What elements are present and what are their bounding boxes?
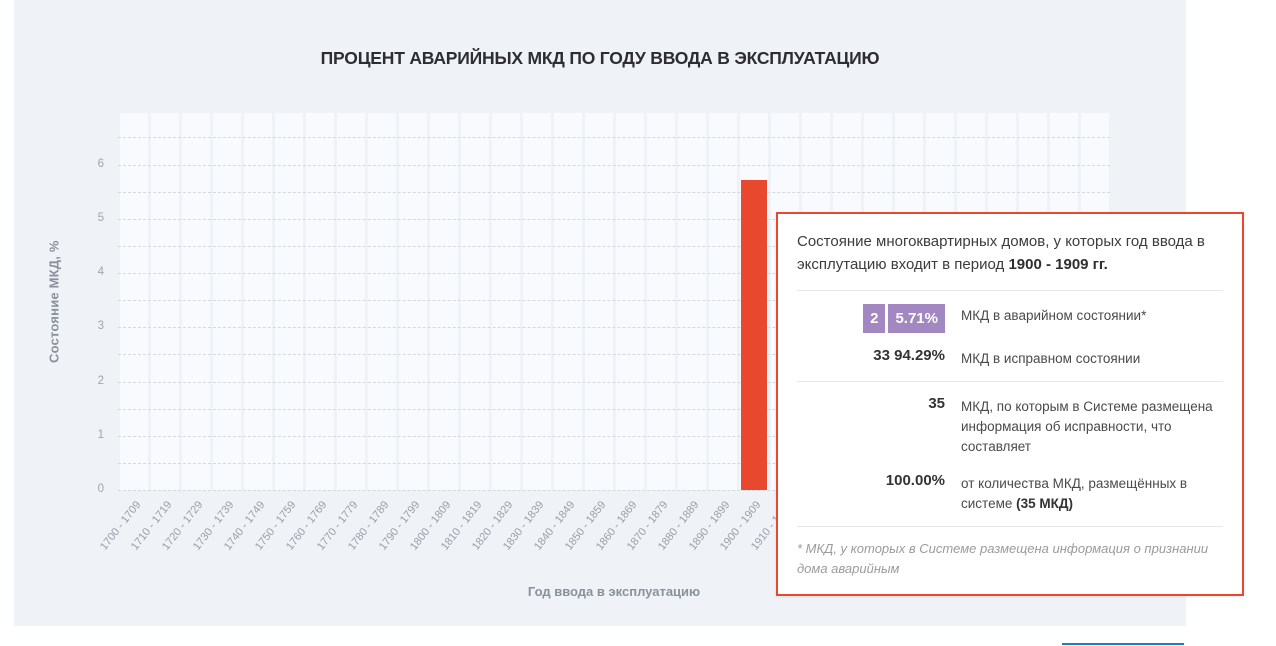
tooltip-total-rows: 35 МКД, по которым в Системе размещена и… bbox=[778, 382, 1242, 526]
emergency-percent-badge: 5.71% bbox=[888, 303, 945, 333]
tooltip-status-rows: 2 5.71% МКД в аварийном состоянии* 33 94… bbox=[778, 291, 1242, 381]
tooltip-share-label-bold: (35 МКД) bbox=[1016, 495, 1073, 511]
category-stripe bbox=[398, 113, 427, 490]
category-stripe bbox=[677, 113, 706, 490]
gridline bbox=[118, 218, 1110, 220]
y-tick-label: 3 bbox=[97, 320, 104, 333]
tooltip-ok-label: МКД в исправном состоянии bbox=[961, 350, 1141, 366]
category-stripe bbox=[491, 113, 520, 490]
category-stripe bbox=[243, 113, 272, 490]
gridline bbox=[118, 490, 1110, 491]
gridline bbox=[118, 462, 1110, 464]
tooltip-header-text: Состояние многоквартирных домов, у котор… bbox=[797, 233, 1205, 274]
y-tick-label: 0 bbox=[97, 483, 104, 495]
category-stripe bbox=[181, 113, 210, 490]
category-stripe bbox=[646, 113, 675, 490]
tooltip-divider bbox=[797, 289, 1223, 291]
category-stripe bbox=[119, 113, 148, 490]
tooltip-header: Состояние многоквартирных домов, у котор… bbox=[778, 230, 1242, 290]
gridline bbox=[118, 273, 1110, 275]
category-stripe bbox=[553, 113, 582, 490]
tooltip-divider bbox=[797, 526, 1223, 527]
category-stripe bbox=[336, 113, 365, 490]
tooltip-emergency-value: 2 5.71% bbox=[797, 303, 945, 333]
chart-tooltip: Состояние многоквартирных домов, у котор… bbox=[776, 212, 1244, 596]
tooltip-share-value: 100.00% bbox=[885, 471, 945, 489]
category-stripe bbox=[615, 113, 644, 490]
gridline bbox=[118, 327, 1110, 329]
chart-title: ПРОЦЕНТ АВАРИЙНЫХ МКД ПО ГОДУ ВВОДА В ЭК… bbox=[320, 48, 880, 68]
gridline bbox=[118, 381, 1110, 383]
tooltip-header-period: 1900 - 1909 гг. bbox=[1008, 256, 1108, 274]
y-tick-label: 4 bbox=[97, 266, 104, 279]
tooltip-share-label-text: от количества МКД, размещённых в системе bbox=[961, 475, 1188, 511]
gridline bbox=[118, 435, 1110, 437]
y-tick-label: 5 bbox=[97, 211, 104, 224]
gridline bbox=[118, 300, 1110, 302]
category-stripe bbox=[584, 113, 613, 490]
y-tick-label: 2 bbox=[97, 374, 104, 387]
category-stripe bbox=[212, 113, 241, 490]
tooltip-emergency-label: МКД в аварийном состоянии* bbox=[961, 307, 1147, 323]
category-stripe bbox=[429, 113, 458, 490]
gridline bbox=[118, 137, 1110, 139]
tooltip-ok-value: 33 94.29% bbox=[873, 346, 945, 364]
emergency-count-badge: 2 bbox=[863, 303, 886, 333]
category-stripe bbox=[522, 113, 551, 490]
category-stripe bbox=[305, 113, 334, 490]
footer-accent-line bbox=[1062, 643, 1184, 645]
tooltip-share-label: от количества МКД, размещённых в системе… bbox=[961, 471, 1223, 515]
category-stripe bbox=[150, 113, 179, 490]
gridline bbox=[118, 191, 1110, 193]
gridline bbox=[118, 408, 1110, 410]
category-stripe bbox=[460, 113, 489, 490]
category-stripe bbox=[367, 113, 396, 490]
category-stripe bbox=[708, 113, 737, 490]
tooltip-total-value: 35 bbox=[928, 394, 945, 412]
gridline bbox=[118, 164, 1110, 166]
chart-panel: ПРОЦЕНТ АВАРИЙНЫХ МКД ПО ГОДУ ВВОДА В ЭК… bbox=[14, 0, 1244, 626]
gridline bbox=[118, 354, 1110, 356]
tooltip-divider bbox=[797, 380, 1223, 382]
gridline bbox=[118, 245, 1110, 247]
category-stripe bbox=[274, 113, 303, 490]
y-tick-label: 1 bbox=[97, 428, 104, 441]
bar-1900-1909[interactable] bbox=[740, 180, 767, 490]
x-axis-title: Год ввода в эксплуатацию bbox=[527, 584, 701, 599]
tooltip-footnote: * МКД, у которых в Системе размещена инф… bbox=[797, 541, 1209, 576]
y-axis-title: Состояние МКД, % bbox=[46, 240, 62, 363]
y-tick-label: 6 bbox=[97, 157, 104, 170]
tooltip-total-label: МКД, по которым в Системе размещена инфо… bbox=[961, 398, 1213, 455]
